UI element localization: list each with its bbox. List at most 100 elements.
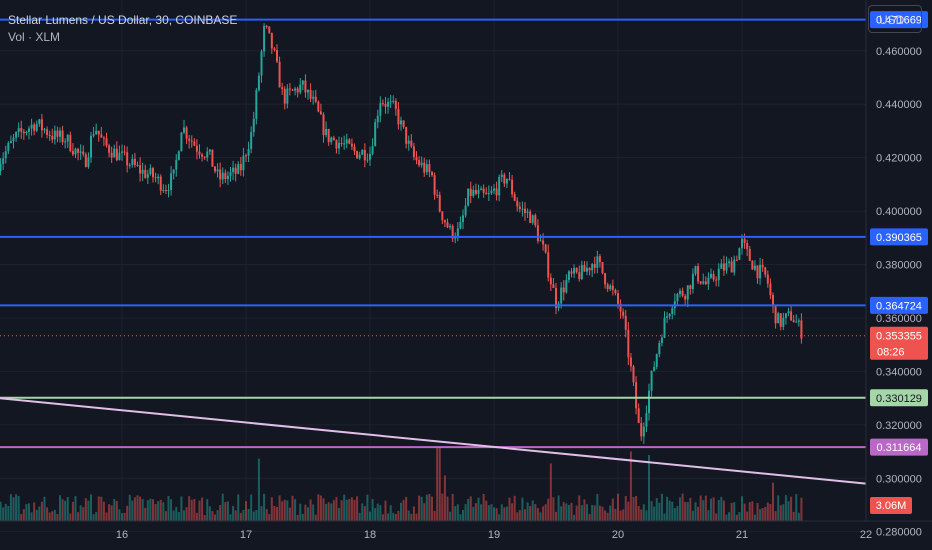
candle-body — [170, 173, 173, 191]
volume-bar — [115, 500, 118, 521]
volume-bar — [154, 504, 157, 521]
volume-bar — [526, 502, 529, 521]
candle-body — [684, 295, 687, 300]
volume-bar — [684, 501, 687, 521]
candle-body — [51, 135, 54, 140]
volume-bar — [0, 501, 2, 521]
candle-body — [650, 370, 653, 391]
candle-body — [449, 225, 452, 228]
volume-bar — [730, 502, 733, 521]
x-tick-label: 21 — [736, 529, 748, 541]
time-scale[interactable]: 16 17 18 19 20 21 22 — [0, 520, 932, 541]
volume-bar — [278, 495, 281, 521]
volume-bar — [627, 501, 630, 521]
volume-bar — [423, 503, 426, 521]
volume-bar — [751, 501, 754, 521]
price-scale-bg — [866, 0, 932, 550]
volume-bar — [686, 502, 689, 521]
trend-line — [0, 397, 867, 485]
candle-body — [738, 248, 741, 260]
candle-body — [529, 211, 532, 223]
volume-bar — [681, 493, 684, 521]
candle-body — [480, 188, 483, 191]
volume-bar — [366, 494, 369, 521]
volume-bar — [420, 496, 423, 521]
volume-bar — [369, 511, 371, 521]
volume-bar — [531, 500, 534, 521]
candle-body — [257, 75, 260, 91]
candle-body — [660, 337, 663, 343]
volume-bar — [565, 503, 568, 521]
currency-button[interactable]: USD — [868, 5, 922, 33]
candle-body — [575, 268, 578, 273]
volume-bar — [59, 495, 61, 521]
volume-bar — [270, 497, 273, 521]
volume-bar — [288, 507, 291, 521]
volume-bar — [774, 511, 777, 521]
candle-body — [260, 51, 263, 76]
candle-body — [441, 211, 444, 221]
volume-bar — [159, 499, 162, 521]
candle-body — [307, 89, 309, 93]
volume-bar — [552, 497, 555, 521]
volume-legend[interactable]: Vol · XLM — [8, 30, 61, 44]
volume-bar — [229, 514, 232, 521]
candle-body — [113, 148, 116, 158]
candle-body — [35, 123, 38, 131]
candle-body — [405, 126, 408, 144]
candle-body — [59, 130, 61, 137]
candle-body — [237, 164, 240, 174]
volume-bar — [487, 505, 490, 521]
candle-body — [637, 408, 640, 424]
volume-bar — [268, 514, 271, 521]
volume-bar — [263, 493, 266, 521]
candle-body — [583, 265, 586, 272]
horizontal-lines[interactable] — [0, 18, 866, 449]
volume-bar — [518, 509, 521, 521]
volume-bar — [583, 499, 586, 521]
candle-body — [593, 263, 596, 268]
x-tick-label: 16 — [116, 529, 128, 541]
candle-body — [668, 313, 671, 317]
y-tick-label: 0.400000 — [876, 206, 922, 218]
volume-bar — [640, 509, 643, 521]
candle-body — [438, 194, 441, 212]
volume-bar — [276, 506, 278, 521]
volume-bar — [536, 508, 539, 521]
candle-body — [131, 158, 134, 165]
candle-body — [296, 88, 299, 93]
volume-bar — [508, 497, 511, 521]
volume-bar — [697, 506, 700, 521]
volume-bar — [53, 509, 56, 521]
candle-body — [415, 157, 418, 161]
candle-body — [516, 200, 519, 207]
candle-body — [598, 256, 601, 263]
symbol-title[interactable]: Stellar Lumens / US Dollar, 30, COINBASE — [8, 13, 238, 27]
volume-bar — [312, 504, 315, 521]
candle-body — [531, 215, 534, 223]
volume-bar — [38, 506, 41, 521]
volume-bar — [43, 496, 46, 521]
candle-body — [374, 122, 377, 147]
volume-bar — [441, 493, 444, 521]
volume-bar — [221, 493, 224, 521]
candle-body — [513, 194, 516, 201]
volume-bar — [301, 513, 304, 521]
volume-bar — [410, 513, 413, 521]
volume-bar — [381, 514, 384, 521]
candle-body — [379, 103, 382, 116]
volume-bar — [650, 501, 653, 521]
volume-bar — [281, 501, 284, 521]
candle-body — [84, 154, 87, 167]
line-price-badge: 0.390365 — [876, 232, 922, 244]
volume-bar — [588, 513, 591, 521]
candle-body — [183, 127, 185, 133]
price-scale[interactable]: 0.460000 0.440000 0.420000 0.400000 0.380000… — [865, 0, 932, 550]
candle-body — [521, 208, 524, 210]
volume-bar — [679, 497, 681, 521]
volume-bar — [425, 494, 428, 521]
candle-body — [539, 240, 542, 242]
volume-bar — [521, 497, 524, 521]
trend-line-group[interactable] — [0, 397, 867, 485]
